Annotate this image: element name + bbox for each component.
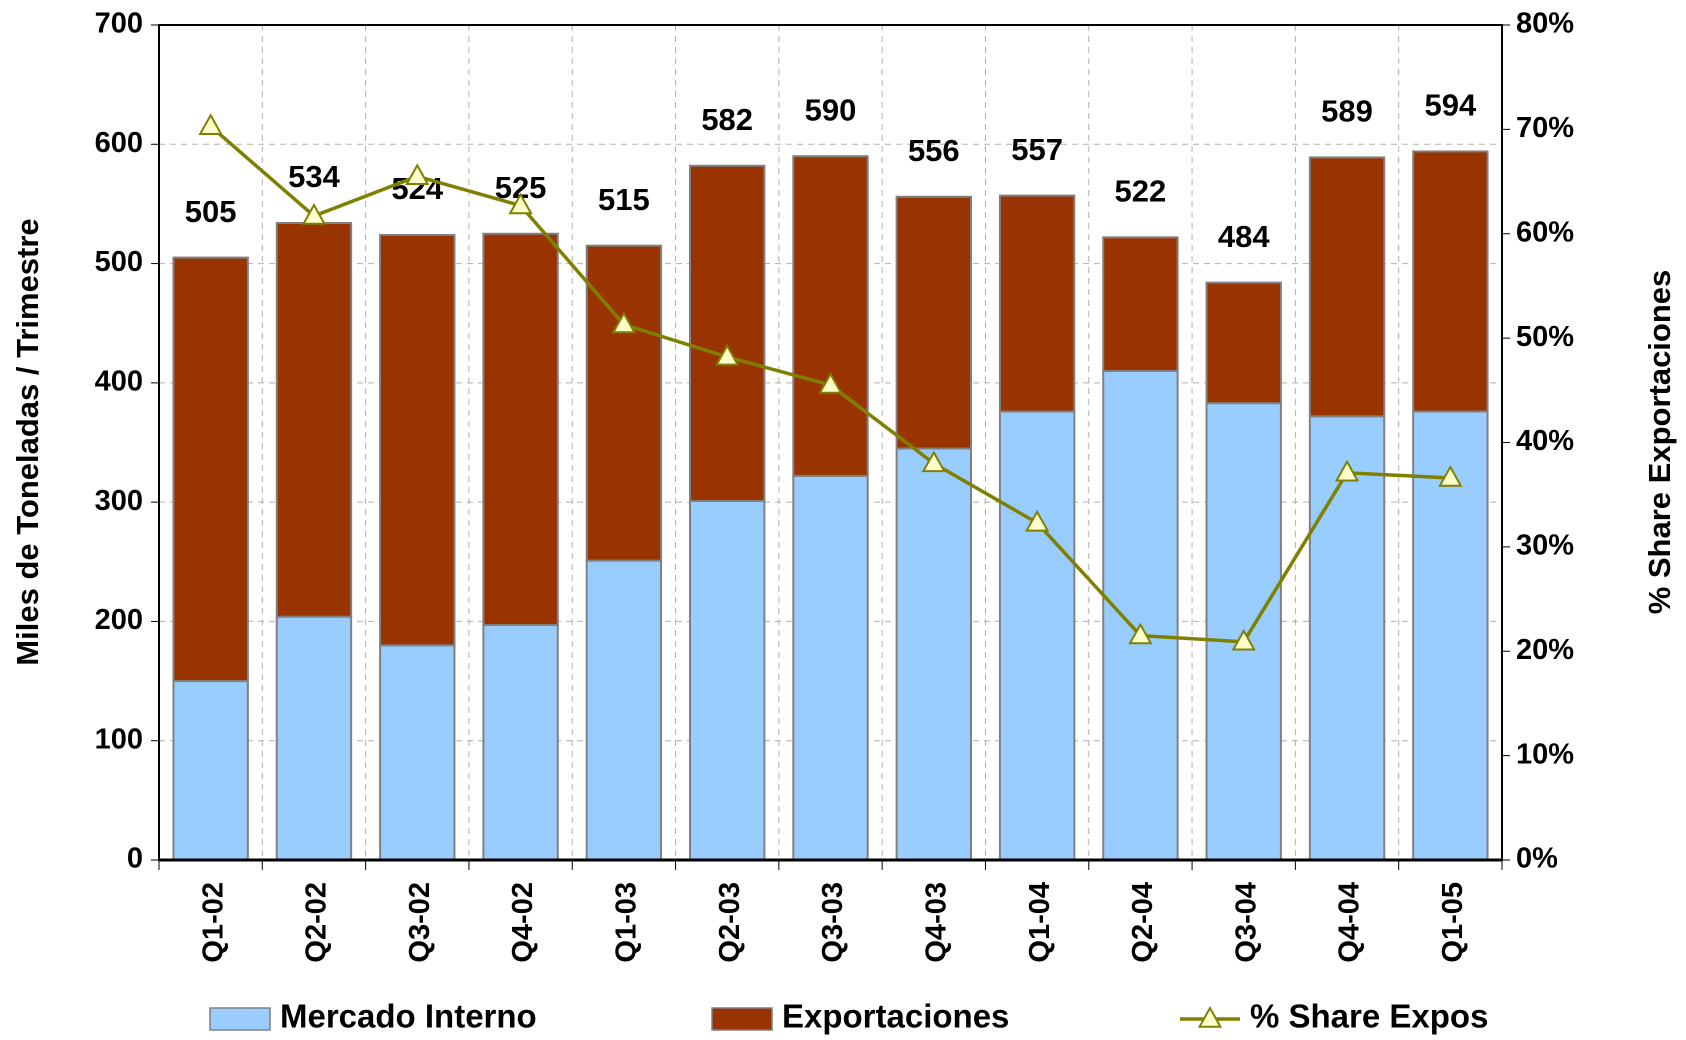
x-tick-label: Q3-04 bbox=[1230, 882, 1262, 963]
x-tick-label: Q2-02 bbox=[301, 882, 333, 963]
y-tick-label: 300 bbox=[95, 485, 143, 517]
total-label: 582 bbox=[701, 102, 753, 137]
y-axis-title: Miles de Toneladas / Trimestre bbox=[10, 218, 45, 665]
bar-segment bbox=[1412, 150, 1489, 413]
bar-segment bbox=[585, 559, 663, 861]
legend-swatch bbox=[711, 1007, 773, 1031]
y2-axis-title: % Share Exportaciones bbox=[1642, 270, 1677, 615]
line-marker bbox=[818, 372, 843, 394]
total-label: 522 bbox=[1115, 174, 1167, 209]
total-label: 557 bbox=[1011, 132, 1063, 167]
line-marker bbox=[198, 113, 223, 135]
line-marker bbox=[1128, 622, 1153, 645]
x-tick-label: Q4-04 bbox=[1334, 882, 1366, 963]
bar-segment bbox=[275, 222, 353, 618]
x-tick-label: Q3-03 bbox=[817, 882, 849, 963]
total-label: 505 bbox=[185, 194, 237, 229]
line-marker bbox=[1334, 459, 1360, 482]
line-marker bbox=[1231, 628, 1256, 651]
x-tick-label: Q2-03 bbox=[714, 882, 746, 963]
y-tick-label: 600 bbox=[95, 127, 143, 159]
y2-tick-label: 20% bbox=[1516, 634, 1574, 666]
x-tick-label: Q4-02 bbox=[507, 882, 539, 963]
bar-segment bbox=[1102, 369, 1179, 861]
bar-segment bbox=[482, 624, 559, 861]
bar-segment bbox=[482, 232, 559, 627]
bar-segment bbox=[379, 644, 456, 861]
x-tick-label: Q3-02 bbox=[404, 882, 436, 963]
y2-tick-label: 60% bbox=[1516, 216, 1574, 248]
legend-marker bbox=[1197, 1005, 1223, 1028]
line-marker bbox=[921, 450, 946, 473]
bar-segment bbox=[998, 194, 1076, 413]
y-tick-label: 100 bbox=[95, 723, 143, 755]
y2-tick-label: 70% bbox=[1516, 112, 1574, 144]
total-label: 515 bbox=[598, 182, 650, 217]
total-label: 590 bbox=[805, 92, 857, 127]
bar-segment bbox=[1205, 281, 1282, 405]
legend-label: Mercado Interno bbox=[280, 998, 537, 1035]
x-tick-label: Q1-03 bbox=[611, 882, 643, 963]
y-tick-label: 400 bbox=[95, 366, 143, 398]
total-label: 589 bbox=[1321, 94, 1373, 129]
y-tick-label: 0 bbox=[127, 843, 143, 875]
total-label: 534 bbox=[288, 159, 340, 194]
bar-segment bbox=[379, 233, 456, 647]
bar-segment bbox=[172, 680, 249, 861]
bar-segment bbox=[792, 155, 869, 477]
bar-segment bbox=[895, 447, 972, 861]
y2-tick-label: 30% bbox=[1516, 530, 1574, 562]
y-tick-label: 700 bbox=[95, 8, 143, 40]
plot-border bbox=[158, 24, 1503, 861]
total-label: 556 bbox=[908, 133, 960, 168]
line-marker bbox=[715, 343, 740, 366]
total-label: 594 bbox=[1424, 88, 1476, 123]
y2-tick-label: 40% bbox=[1516, 425, 1574, 457]
line-marker bbox=[301, 202, 327, 225]
line-marker bbox=[508, 192, 533, 215]
bar-segment bbox=[792, 474, 869, 861]
legend-label: % Share Expos bbox=[1250, 998, 1488, 1035]
y2-tick-label: 0% bbox=[1516, 843, 1558, 875]
x-tick-label: Q4-03 bbox=[920, 882, 952, 963]
x-tick-label: Q2-04 bbox=[1127, 882, 1159, 963]
y2-tick-label: 80% bbox=[1516, 8, 1574, 40]
bar-segment bbox=[689, 164, 766, 502]
bar-segment bbox=[275, 615, 353, 862]
total-label: 484 bbox=[1218, 219, 1270, 254]
bar-segment bbox=[172, 256, 249, 683]
line-marker bbox=[1024, 509, 1050, 532]
x-tick-label: Q1-05 bbox=[1437, 882, 1469, 963]
bar-segment bbox=[1308, 156, 1386, 418]
y-tick-label: 200 bbox=[95, 604, 143, 636]
x-tick-label: Q1-02 bbox=[197, 882, 229, 963]
bar-segment bbox=[689, 499, 766, 861]
legend-swatch bbox=[209, 1007, 271, 1031]
line-marker bbox=[1438, 464, 1463, 487]
bar-segment bbox=[1102, 236, 1179, 372]
y-tick-label: 500 bbox=[95, 246, 143, 278]
bar-segment bbox=[895, 195, 972, 450]
bar-segment bbox=[998, 410, 1076, 861]
line-marker bbox=[405, 163, 430, 186]
line-marker bbox=[611, 311, 637, 334]
y2-tick-label: 10% bbox=[1516, 738, 1574, 770]
legend-label: Exportaciones bbox=[782, 998, 1009, 1035]
x-tick-label: Q1-04 bbox=[1024, 882, 1056, 963]
y2-tick-label: 50% bbox=[1516, 321, 1574, 353]
bar-segment bbox=[1308, 415, 1386, 861]
